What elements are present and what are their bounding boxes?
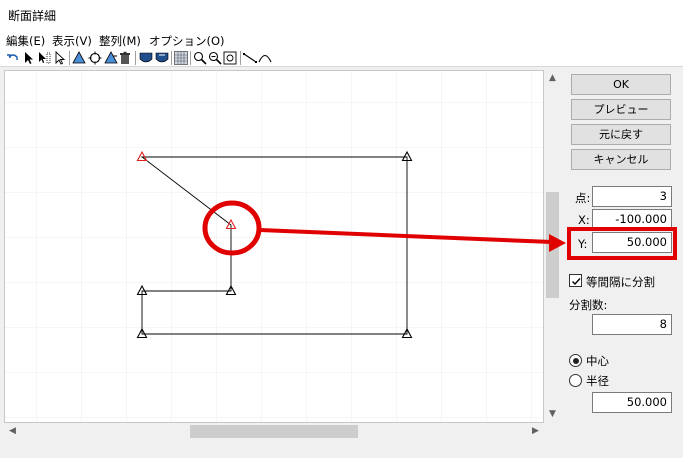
vertex-marker[interactable] bbox=[136, 150, 148, 162]
shape-tool-2-icon[interactable] bbox=[104, 51, 118, 65]
x-label: X: bbox=[578, 213, 590, 227]
vertex-marker[interactable] bbox=[401, 327, 413, 339]
x-field[interactable]: -100.000 bbox=[592, 209, 672, 230]
center-radio[interactable] bbox=[569, 354, 582, 367]
drawing-canvas[interactable] bbox=[4, 70, 544, 423]
preview-button[interactable]: プレビュー bbox=[571, 99, 671, 120]
scroll-up-icon[interactable]: ▲ bbox=[549, 73, 556, 83]
undo-button[interactable]: 元に戻す bbox=[571, 124, 671, 145]
split-equal-label: 等間隔に分割 bbox=[586, 275, 655, 289]
multi-select-icon[interactable] bbox=[37, 51, 51, 65]
radius-label: 半径 bbox=[586, 374, 609, 388]
arc-tool-icon[interactable] bbox=[258, 51, 272, 65]
point-label: 点: bbox=[575, 191, 591, 205]
split-count-label: 分割数: bbox=[569, 298, 608, 312]
radius-field[interactable]: 50.000 bbox=[592, 392, 672, 413]
shape-tool-icon[interactable] bbox=[72, 51, 86, 65]
menu-align[interactable]: 整列(M) bbox=[99, 34, 141, 48]
split-count-field[interactable]: 8 bbox=[592, 314, 672, 335]
vertical-scroll-thumb[interactable] bbox=[546, 192, 559, 298]
ok-button[interactable]: OK bbox=[571, 74, 671, 95]
radius-radio[interactable] bbox=[569, 374, 582, 387]
scroll-right-icon[interactable]: ▶ bbox=[532, 426, 539, 436]
toolbar bbox=[0, 50, 683, 67]
menu-bar: 編集(E) 表示(V) 整列(M) オプション(O) bbox=[0, 30, 683, 50]
zoom-fit-icon[interactable] bbox=[223, 51, 237, 65]
grid-icon[interactable] bbox=[174, 51, 188, 65]
layer-front-icon[interactable] bbox=[139, 51, 153, 65]
vertical-scrollbar[interactable]: ▲ ▼ bbox=[544, 70, 561, 423]
horizontal-scrollbar[interactable]: ◀ ▶ bbox=[4, 423, 544, 440]
vertex-marker[interactable] bbox=[225, 284, 237, 296]
menu-view[interactable]: 表示(V) bbox=[52, 34, 92, 48]
center-label: 中心 bbox=[586, 354, 609, 368]
scroll-down-icon[interactable]: ▼ bbox=[549, 409, 556, 419]
y-field[interactable]: 50.000 bbox=[592, 232, 672, 253]
delete-icon[interactable] bbox=[118, 51, 132, 65]
point-field[interactable]: 3 bbox=[592, 186, 672, 207]
scroll-left-icon[interactable]: ◀ bbox=[9, 426, 16, 436]
vertex-marker[interactable] bbox=[136, 284, 148, 296]
vertex-marker[interactable] bbox=[136, 327, 148, 339]
pointer-icon[interactable] bbox=[53, 51, 67, 65]
title-bar: 断面詳細 bbox=[0, 0, 683, 30]
rotate-icon[interactable] bbox=[88, 51, 102, 65]
window-title: 断面詳細 bbox=[8, 9, 57, 23]
layer-back-icon[interactable] bbox=[155, 51, 169, 65]
undo-icon[interactable] bbox=[6, 51, 20, 65]
cancel-button[interactable]: キャンセル bbox=[571, 149, 671, 170]
split-equal-checkbox[interactable] bbox=[569, 274, 582, 287]
zoom-out-icon[interactable] bbox=[208, 51, 222, 65]
zoom-in-icon[interactable] bbox=[193, 51, 207, 65]
menu-edit[interactable]: 編集(E) bbox=[6, 34, 46, 48]
select-arrow-icon[interactable] bbox=[22, 51, 36, 65]
vertex-marker[interactable] bbox=[401, 150, 413, 162]
menu-options[interactable]: オプション(O) bbox=[149, 34, 225, 48]
line-tool-icon[interactable] bbox=[243, 51, 257, 65]
y-label: Y: bbox=[578, 237, 588, 251]
horizontal-scroll-thumb[interactable] bbox=[190, 425, 358, 438]
